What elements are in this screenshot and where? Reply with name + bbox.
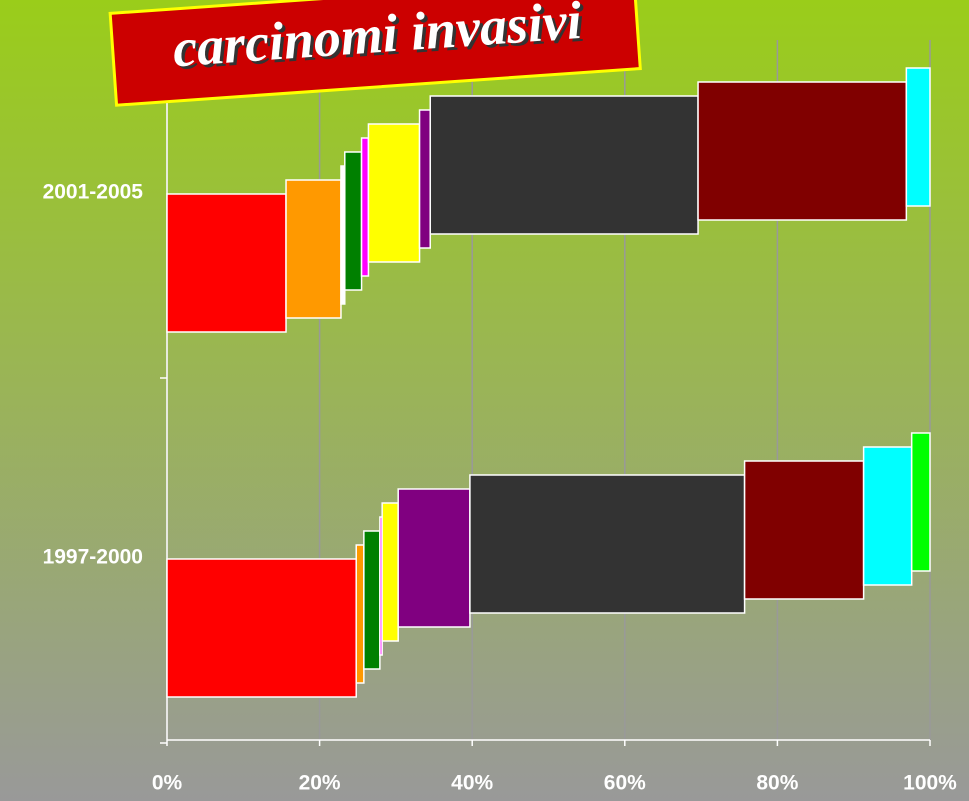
x-tick-label: 60% xyxy=(604,772,646,795)
bar-segment xyxy=(397,488,471,628)
bar-segment xyxy=(910,432,931,572)
bar-segment xyxy=(166,193,287,333)
bar-segment xyxy=(905,67,931,207)
bar-segment xyxy=(418,109,431,249)
x-tick-label: 20% xyxy=(299,772,341,795)
bar-segment xyxy=(469,474,746,614)
plot: 0% 20% 40% 60% 80% 100% 2001-2005 1997-2000 xyxy=(43,40,957,795)
bar-segment xyxy=(862,446,913,586)
bar-segment xyxy=(367,123,421,263)
bar-segment xyxy=(743,460,865,600)
bar-segment xyxy=(429,95,699,235)
bar-segment xyxy=(697,81,908,221)
bar-segment xyxy=(344,151,363,291)
y-tick-label: 2001-2005 xyxy=(43,181,144,204)
bar-segment xyxy=(355,544,365,684)
x-tick-label: 40% xyxy=(451,772,493,795)
x-tick-label: 100% xyxy=(903,772,957,795)
bar-segment xyxy=(285,179,342,319)
title-background xyxy=(108,0,642,107)
title-box: carcinomi invasivi carcinomi invasivi xyxy=(108,0,642,107)
bar-segment xyxy=(363,530,381,670)
bar-segment xyxy=(360,137,370,277)
x-tick-label: 80% xyxy=(756,772,798,795)
y-tick-label: 1997-2000 xyxy=(43,546,143,569)
bar-segment xyxy=(381,502,399,642)
bar-segment xyxy=(166,558,357,698)
x-tick-label: 0% xyxy=(152,772,183,795)
